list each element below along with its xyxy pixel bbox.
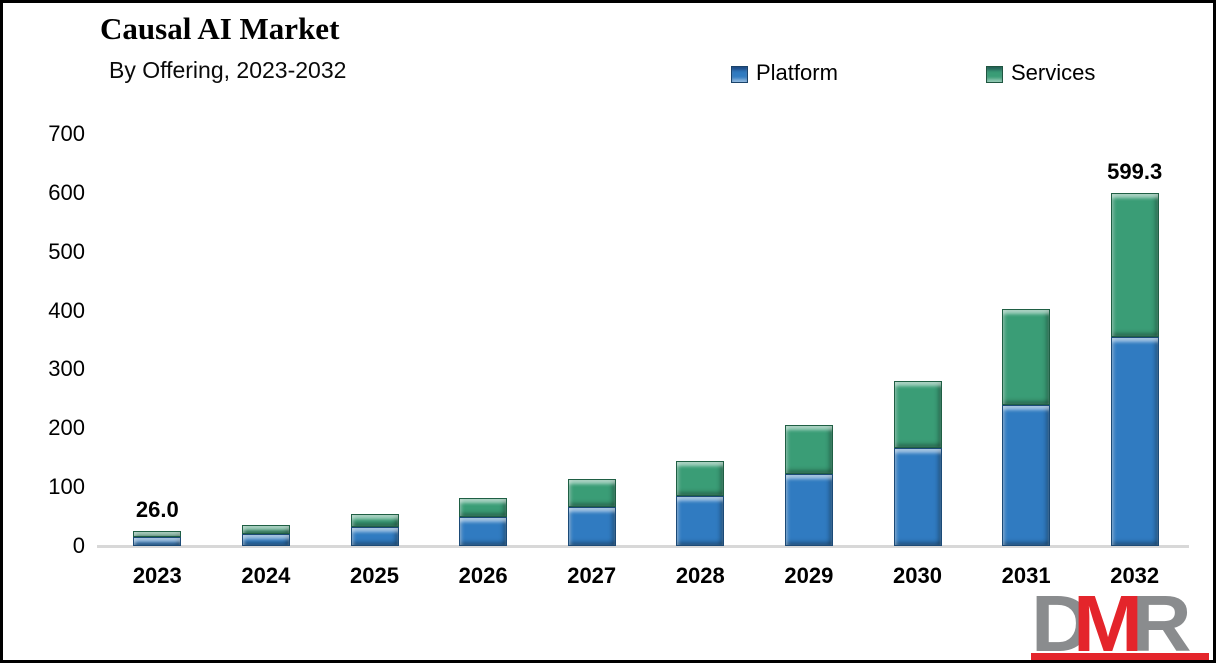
x-tick-label-2026: 2026	[458, 563, 508, 588]
bar-2026-services	[459, 497, 508, 518]
bar-2028-platform	[676, 495, 725, 546]
logo-letter-m: M	[1073, 579, 1143, 663]
logo-letter-r: R	[1131, 579, 1192, 663]
y-tick-label-700: 700	[48, 121, 85, 146]
logo-letter-d: D	[1031, 579, 1092, 663]
bar-2023-platform	[133, 536, 182, 546]
x-tick-label-2030: 2030	[893, 563, 942, 588]
x-tick-label-2032: 2032	[1110, 563, 1160, 588]
bar-2026-platform	[459, 517, 508, 546]
bar-2029-services	[784, 425, 833, 475]
bar-2025-platform	[350, 526, 399, 546]
dmr-logo: D R M	[1031, 579, 1211, 663]
y-tick-label-600: 600	[48, 179, 85, 205]
legend-label-platform: Platform	[756, 60, 838, 85]
chart-subtitle: By Offering, 2023-2032	[109, 57, 347, 83]
x-tick-label-2023: 2023	[132, 563, 182, 588]
legend-item-services: Services	[986, 60, 1095, 86]
bar-2032-platform	[1110, 336, 1159, 546]
x-tick-label-2031: 2031	[1001, 563, 1051, 588]
bar-2024-services	[241, 525, 290, 534]
x-tick-label-2027: 2027	[567, 563, 617, 588]
platform-swatch-icon	[731, 65, 748, 83]
bar-2030-platform	[893, 448, 942, 546]
chart-title: Causal AI Market	[100, 11, 340, 46]
bar-2023-services	[133, 530, 182, 537]
logo-underline-bar	[1031, 653, 1209, 660]
bar-2032-services	[1110, 193, 1159, 337]
bar-2025-services	[350, 513, 399, 527]
bar-2027-services	[567, 479, 616, 507]
y-tick-label-0: 0	[72, 533, 85, 558]
bar-2028-services	[676, 461, 725, 496]
y-tick-label-200: 200	[48, 415, 85, 441]
y-tick-label-500: 500	[48, 238, 85, 264]
y-tick-label-100: 100	[48, 474, 85, 500]
bar-2031-services	[1002, 308, 1051, 406]
plot-area: 0 100 200 300 400 500 600 700 2023 2024 2025 2026 20…	[3, 3, 1213, 660]
x-tick-label-2024: 2024	[241, 563, 291, 588]
y-tick-label-400: 400	[48, 297, 85, 323]
bar-2024-platform	[241, 533, 290, 546]
x-axis-line	[97, 545, 1189, 548]
x-tick-label-2028: 2028	[675, 563, 725, 588]
data-label-2023: 26.0	[135, 496, 179, 522]
x-tick-label-2025: 2025	[350, 563, 399, 588]
bar-2030-services	[893, 380, 942, 448]
x-tick-label-2029: 2029	[784, 563, 834, 588]
legend-label-services: Services	[1011, 60, 1096, 85]
bar-2031-platform	[1002, 405, 1051, 546]
services-swatch-icon	[986, 65, 1003, 83]
bar-2029-platform	[784, 474, 833, 546]
data-label-2032: 599.3	[1107, 159, 1163, 185]
bar-2027-platform	[567, 506, 616, 546]
legend-item-platform: Platform	[731, 60, 838, 86]
y-tick-label-300: 300	[48, 356, 85, 382]
